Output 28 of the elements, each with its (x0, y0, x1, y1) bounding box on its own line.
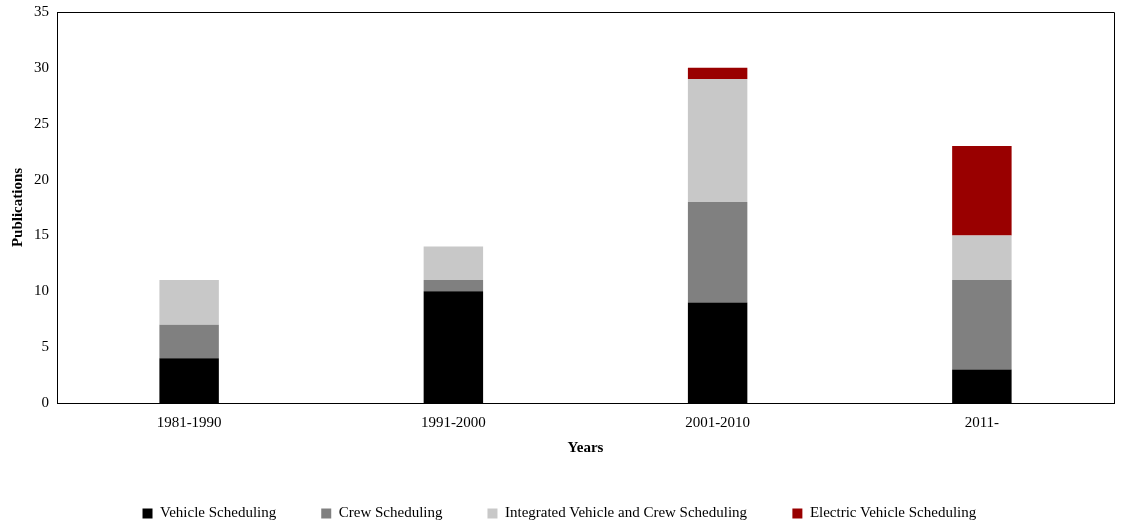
bar (423, 280, 484, 292)
legend-label: Electric Vehicle Scheduling (809, 504, 977, 521)
y-tick-label: 5 (41, 338, 49, 355)
legend-label: Vehicle Scheduling (160, 504, 277, 521)
bar (952, 146, 1012, 236)
bar (159, 280, 219, 325)
bar (687, 201, 748, 303)
y-tick-label: 15 (34, 226, 49, 243)
x-axis-title: Years (567, 438, 604, 455)
bar (687, 79, 748, 202)
x-tick-label: 2011- (964, 413, 1000, 430)
legend-label: Crew Scheduling (338, 504, 443, 521)
y-tick-label: 0 (41, 393, 49, 410)
legend-label: Integrated Vehicle and Crew Scheduling (504, 504, 748, 521)
y-tick-label: 30 (34, 58, 49, 75)
y-tick-label: 20 (34, 170, 49, 187)
bar (687, 67, 748, 80)
x-tick-label: 1991-2000 (420, 413, 486, 430)
y-tick-label: 35 (34, 2, 49, 19)
y-tick-label: 10 (34, 282, 49, 299)
x-tick-label: 2001-2010 (685, 413, 751, 430)
x-tick-label: 1981-1990 (156, 413, 222, 430)
bar (952, 235, 1012, 281)
bar (952, 280, 1012, 370)
y-axis-title: Publications (8, 167, 25, 248)
bar (423, 246, 484, 281)
y-tick-label: 25 (34, 114, 49, 131)
bar (159, 324, 219, 359)
